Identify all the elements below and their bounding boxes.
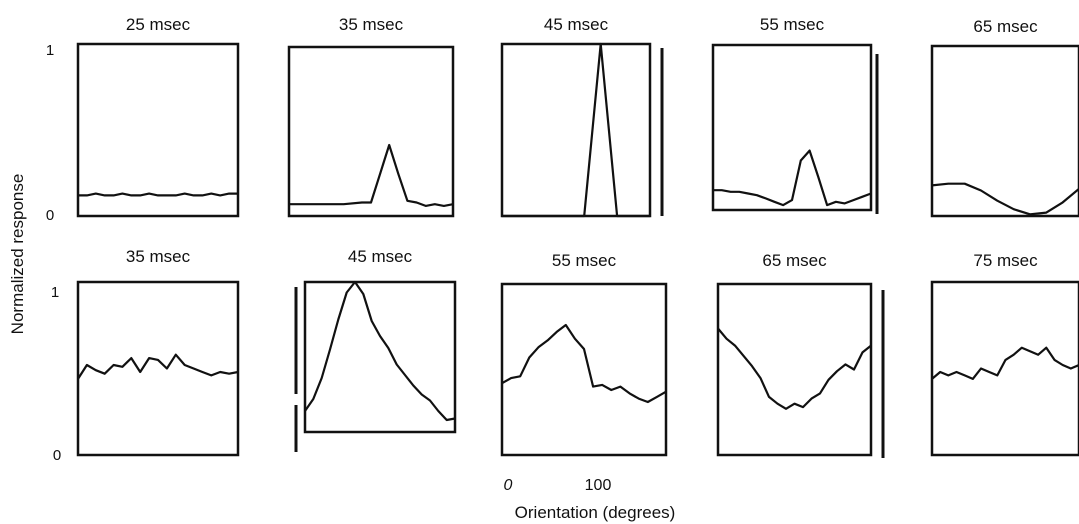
panels: 25 msec 35 msec 45 msec 55 msec 65 msec 35 ms… [78,15,1079,458]
panel-frame [502,44,650,216]
panel-6: 35 msec [78,247,238,455]
panel-frame [718,284,871,455]
panel-title: 55 msec [760,15,825,34]
panel-title: 65 msec [762,251,827,270]
panel-frame [78,44,238,216]
response-curve [932,348,1079,379]
panel-title: 25 msec [126,15,191,34]
response-curve [289,145,453,206]
response-curve [78,194,238,196]
panel-5: 65 msec [932,17,1079,216]
response-curve [718,329,871,409]
response-curve [502,44,650,216]
response-curve [305,282,455,420]
panel-title: 45 msec [544,15,609,34]
panel-title: 65 msec [973,17,1038,36]
panel-9: 65 msec [718,251,871,455]
response-curve [713,151,871,206]
x-tick-100: 100 [585,477,612,494]
panel-title: 45 msec [348,247,413,266]
panel-title: 75 msec [973,251,1038,270]
panel-3: 45 msec [502,15,650,216]
panel-4: 55 msec [713,15,871,210]
panel-8: 55 msec [502,251,666,455]
panel-frame [932,282,1079,455]
panel-2: 35 msec [289,15,453,216]
x-axis-label: Orientation (degrees) [515,503,676,522]
panel-title: 35 msec [126,247,191,266]
response-curve [78,355,238,379]
panel-frame [713,45,871,210]
y-tick-top-row-1: 1 [46,42,54,59]
panel-1: 25 msec [78,15,238,216]
panel-7: 45 msec [305,247,455,432]
panel-frame [289,47,453,216]
response-curve [932,184,1079,215]
response-curve [502,325,666,402]
panel-frame [502,284,666,455]
y-tick-bottom-row-0: 0 [53,447,61,464]
y-tick-bottom-row-1: 1 [51,284,59,301]
x-tick-0: 0 [504,477,513,494]
panel-title: 55 msec [552,251,617,270]
panel-frame [78,282,238,455]
y-tick-top-row-0: 0 [46,207,54,224]
panel-frame [932,46,1079,216]
panel-title: 35 msec [339,15,404,34]
y-axis-label: Normalized response [8,174,27,335]
panel-10: 75 msec [932,251,1079,455]
